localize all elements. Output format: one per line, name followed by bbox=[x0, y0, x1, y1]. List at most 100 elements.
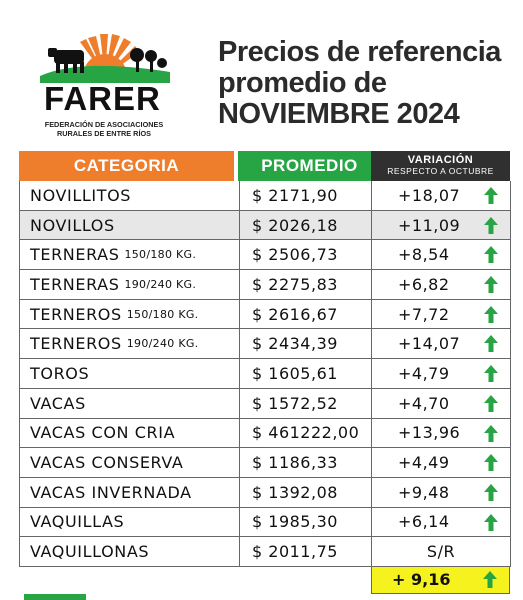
title-line2: promedio de bbox=[218, 67, 387, 99]
variation-cell: +6,14 bbox=[372, 507, 511, 537]
up-arrow-icon bbox=[484, 454, 498, 472]
average-price-cell: $ 461222,00 bbox=[240, 418, 372, 448]
table-row: VACAS CON CRIA $ 461222,00 +13,96 bbox=[20, 418, 511, 449]
table-header: CATEGORIA PROMEDIO VARIACIÓN RESPECTO A … bbox=[19, 151, 511, 181]
up-arrow-icon bbox=[484, 335, 498, 353]
category-name: VACAS bbox=[30, 393, 86, 413]
table-row: TERNERAS 190/240 KG. $ 2275,83 +6,82 bbox=[20, 270, 511, 300]
logo-subtitle-line1: FEDERACIÓN DE ASOCIACIONES bbox=[44, 120, 164, 129]
variation-value: +4,79 bbox=[398, 363, 450, 383]
category-cell: VAQUILLAS bbox=[20, 507, 240, 537]
up-arrow-icon bbox=[484, 513, 498, 531]
variation-cell: +8,54 bbox=[372, 240, 511, 270]
table-row: TERNEROS 150/180 KG. $ 2616,67 +7,72 bbox=[20, 299, 511, 330]
category-name: TERNERAS bbox=[30, 245, 120, 265]
logo-wordmark: FARER bbox=[44, 80, 161, 117]
average-price-cell: $ 1572,52 bbox=[240, 388, 372, 418]
table-row: NOVILLITOS $ 2171,90 +18,07 bbox=[20, 181, 511, 211]
average-price-cell: $ 2275,83 bbox=[240, 270, 372, 299]
category-name: NOVILLOS bbox=[30, 215, 115, 235]
header-variation: VARIACIÓN RESPECTO A OCTUBRE bbox=[371, 151, 510, 181]
variation-cell: +14,07 bbox=[372, 329, 511, 359]
average-price-cell: $ 2026,18 bbox=[240, 210, 372, 240]
category-cell: VACAS CON CRIA bbox=[20, 418, 240, 448]
variation-cell: +11,09 bbox=[372, 210, 511, 240]
category-name: NOVILLITOS bbox=[30, 185, 132, 205]
table-body: NOVILLITOS $ 2171,90 +18,07 NOVILLOS $ 2026,… bbox=[19, 181, 511, 567]
table-row: VAQUILLONAS $ 2011,75 S/R bbox=[20, 537, 511, 567]
header-category: CATEGORIA bbox=[19, 151, 234, 181]
farer-logo: FARER FEDERACIÓN DE ASOCIACIONES RURALES… bbox=[40, 28, 170, 148]
header-variation-title: VARIACIÓN bbox=[407, 154, 474, 166]
variation-value: +9,48 bbox=[398, 482, 450, 502]
variation-value: +18,07 bbox=[398, 185, 461, 205]
category-cell: NOVILLOS bbox=[20, 210, 240, 240]
average-price-cell: $ 2434,39 bbox=[240, 329, 372, 359]
decorative-green-bar bbox=[24, 594, 86, 600]
up-arrow-icon bbox=[484, 216, 498, 234]
category-cell: VAQUILLONAS bbox=[20, 537, 240, 566]
page-title: Precios de referencia promedio de NOVIEM… bbox=[218, 37, 501, 130]
variation-value: +6,82 bbox=[398, 274, 450, 294]
category-name: TOROS bbox=[30, 363, 90, 383]
table-row: VACAS $ 1572,52 +4,70 bbox=[20, 388, 511, 419]
up-arrow-icon bbox=[484, 246, 498, 264]
average-price-cell: $ 2616,67 bbox=[240, 299, 372, 329]
category-name: TERNEROS bbox=[30, 304, 122, 324]
average-price-cell: $ 2011,75 bbox=[240, 537, 372, 566]
variation-cell: +13,96 bbox=[372, 418, 511, 448]
category-cell: TERNEROS 150/180 KG. bbox=[20, 299, 240, 329]
up-arrow-icon bbox=[484, 483, 498, 501]
title-line3: NOVIEMBRE 2024 bbox=[218, 98, 460, 130]
header-variation-subtitle: RESPECTO A OCTUBRE bbox=[387, 166, 494, 176]
category-cell: NOVILLITOS bbox=[20, 181, 240, 210]
variation-value: +7,72 bbox=[398, 304, 450, 324]
category-name: VACAS CON CRIA bbox=[30, 423, 176, 443]
category-cell: TERNERAS 150/180 KG. bbox=[20, 240, 240, 270]
average-price-cell: $ 2506,73 bbox=[240, 240, 372, 270]
category-weight-range: 150/180 KG. bbox=[126, 307, 199, 321]
variation-cell: +18,07 bbox=[372, 181, 511, 210]
table-row: VACAS CONSERVA $ 1186,33 +4,49 bbox=[20, 448, 511, 478]
category-cell: VACAS CONSERVA bbox=[20, 448, 240, 477]
category-name: VAQUILLAS bbox=[30, 512, 125, 532]
variation-value: +8,54 bbox=[398, 245, 450, 265]
category-weight-range: 190/240 KG. bbox=[124, 277, 197, 291]
variation-value: +14,07 bbox=[398, 334, 461, 354]
category-cell: TOROS bbox=[20, 359, 240, 388]
up-arrow-icon bbox=[484, 187, 498, 204]
category-name: VACAS CONSERVA bbox=[30, 453, 184, 473]
table-row: VAQUILLAS $ 1985,30 +6,14 bbox=[20, 507, 511, 538]
total-variation-value: + 9,16 bbox=[392, 570, 451, 590]
title-line1: Precios de referencia bbox=[218, 36, 501, 68]
category-weight-range: 190/240 KG. bbox=[126, 337, 199, 351]
up-arrow-icon bbox=[484, 394, 498, 412]
variation-value: +4,70 bbox=[398, 393, 450, 413]
variation-cell: +7,72 bbox=[372, 299, 511, 329]
category-weight-range: 150/180 KG. bbox=[124, 248, 197, 262]
average-price-cell: $ 1605,61 bbox=[240, 359, 372, 388]
average-price-cell: $ 1186,33 bbox=[240, 448, 372, 477]
up-arrow-icon bbox=[484, 276, 498, 294]
up-arrow-icon bbox=[483, 570, 497, 588]
table-row: NOVILLOS $ 2026,18 +11,09 bbox=[20, 210, 511, 241]
table-row: TERNERAS 150/180 KG. $ 2506,73 +8,54 bbox=[20, 240, 511, 271]
category-cell: TERNEROS 190/240 KG. bbox=[20, 329, 240, 359]
category-cell: TERNERAS 190/240 KG. bbox=[20, 270, 240, 299]
table-row: VACAS INVERNADA $ 1392,08 +9,48 bbox=[20, 477, 511, 508]
variation-value: +11,09 bbox=[398, 215, 461, 235]
total-variation-cell: + 9,16 bbox=[371, 566, 510, 594]
category-name: VAQUILLONAS bbox=[30, 542, 150, 562]
up-arrow-icon bbox=[484, 424, 498, 442]
logo-subtitle-line2: RURALES DE ENTRE RÍOS bbox=[56, 129, 152, 138]
table-row: TOROS $ 1605,61 +4,79 bbox=[20, 359, 511, 389]
variation-value: +13,96 bbox=[398, 423, 461, 443]
category-cell: VACAS bbox=[20, 388, 240, 418]
average-price-cell: $ 1392,08 bbox=[240, 477, 372, 507]
average-price-cell: $ 2171,90 bbox=[240, 181, 372, 210]
up-arrow-icon bbox=[484, 305, 498, 323]
category-cell: VACAS INVERNADA bbox=[20, 477, 240, 507]
variation-cell: S/R bbox=[372, 537, 511, 566]
logo-emblem-icon bbox=[40, 34, 170, 83]
variation-cell: +4,79 bbox=[372, 359, 511, 388]
